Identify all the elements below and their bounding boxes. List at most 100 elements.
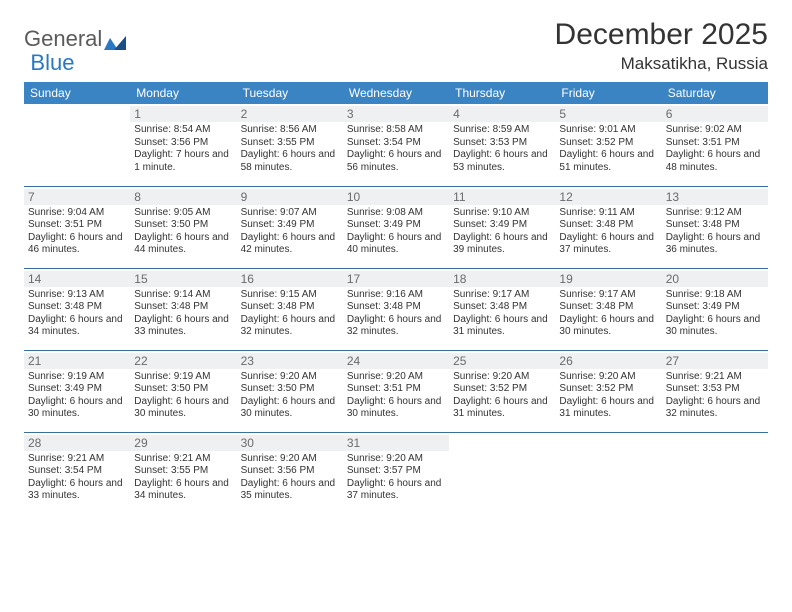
- sunrise-text: Sunrise: 9:02 AM: [666, 124, 764, 137]
- day-number: 19: [555, 271, 661, 287]
- weekday-header: Monday: [130, 82, 236, 104]
- calendar-cell: 13Sunrise: 9:12 AMSunset: 3:48 PMDayligh…: [662, 186, 768, 268]
- sunset-text: Sunset: 3:51 PM: [666, 137, 764, 150]
- day-number: 31: [343, 435, 449, 451]
- calendar-cell: 7Sunrise: 9:04 AMSunset: 3:51 PMDaylight…: [24, 186, 130, 268]
- page: General December 2025 Maksatikha, Russia…: [0, 0, 792, 524]
- sunset-text: Sunset: 3:56 PM: [241, 465, 339, 478]
- daylight-text: Daylight: 6 hours and 46 minutes.: [28, 232, 126, 257]
- day-number: 12: [555, 189, 661, 205]
- sunrise-text: Sunrise: 9:21 AM: [666, 371, 764, 384]
- day-number: 28: [24, 435, 130, 451]
- calendar-cell: 17Sunrise: 9:16 AMSunset: 3:48 PMDayligh…: [343, 268, 449, 350]
- calendar-cell: 29Sunrise: 9:21 AMSunset: 3:55 PMDayligh…: [130, 432, 236, 514]
- daylight-text: Daylight: 6 hours and 33 minutes.: [28, 478, 126, 503]
- day-number: 9: [237, 189, 343, 205]
- calendar-week: 28Sunrise: 9:21 AMSunset: 3:54 PMDayligh…: [24, 432, 768, 514]
- sunrise-text: Sunrise: 9:20 AM: [241, 371, 339, 384]
- daylight-text: Daylight: 6 hours and 48 minutes.: [666, 149, 764, 174]
- sunset-text: Sunset: 3:48 PM: [28, 301, 126, 314]
- calendar-cell: [24, 104, 130, 186]
- daylight-text: Daylight: 6 hours and 51 minutes.: [559, 149, 657, 174]
- sunrise-text: Sunrise: 9:12 AM: [666, 207, 764, 220]
- day-number: 27: [662, 353, 768, 369]
- daylight-text: Daylight: 6 hours and 33 minutes.: [134, 314, 232, 339]
- day-number: 18: [449, 271, 555, 287]
- sunrise-text: Sunrise: 9:18 AM: [666, 289, 764, 302]
- day-number: 2: [237, 106, 343, 122]
- sunrise-text: Sunrise: 9:08 AM: [347, 207, 445, 220]
- sunset-text: Sunset: 3:49 PM: [241, 219, 339, 232]
- daylight-text: Daylight: 6 hours and 30 minutes.: [241, 396, 339, 421]
- calendar-cell: 4Sunrise: 8:59 AMSunset: 3:53 PMDaylight…: [449, 104, 555, 186]
- calendar-cell: 2Sunrise: 8:56 AMSunset: 3:55 PMDaylight…: [237, 104, 343, 186]
- daylight-text: Daylight: 6 hours and 30 minutes.: [666, 314, 764, 339]
- sunrise-text: Sunrise: 9:07 AM: [241, 207, 339, 220]
- calendar-week: 7Sunrise: 9:04 AMSunset: 3:51 PMDaylight…: [24, 186, 768, 268]
- calendar-cell: [449, 432, 555, 514]
- calendar-cell: 27Sunrise: 9:21 AMSunset: 3:53 PMDayligh…: [662, 350, 768, 432]
- location-label: Maksatikha, Russia: [555, 54, 768, 74]
- sunrise-text: Sunrise: 9:15 AM: [241, 289, 339, 302]
- day-number: 3: [343, 106, 449, 122]
- day-number: 8: [130, 189, 236, 205]
- day-number: 6: [662, 106, 768, 122]
- daylight-text: Daylight: 6 hours and 31 minutes.: [559, 396, 657, 421]
- calendar-table: Sunday Monday Tuesday Wednesday Thursday…: [24, 82, 768, 514]
- calendar-cell: 22Sunrise: 9:19 AMSunset: 3:50 PMDayligh…: [130, 350, 236, 432]
- day-number: 14: [24, 271, 130, 287]
- sunrise-text: Sunrise: 9:21 AM: [134, 453, 232, 466]
- daylight-text: Daylight: 6 hours and 58 minutes.: [241, 149, 339, 174]
- sunset-text: Sunset: 3:49 PM: [28, 383, 126, 396]
- daylight-text: Daylight: 6 hours and 30 minutes.: [28, 396, 126, 421]
- sunset-text: Sunset: 3:49 PM: [453, 219, 551, 232]
- daylight-text: Daylight: 6 hours and 34 minutes.: [134, 478, 232, 503]
- calendar-cell: 14Sunrise: 9:13 AMSunset: 3:48 PMDayligh…: [24, 268, 130, 350]
- calendar-cell: 1Sunrise: 8:54 AMSunset: 3:56 PMDaylight…: [130, 104, 236, 186]
- daylight-text: Daylight: 6 hours and 44 minutes.: [134, 232, 232, 257]
- sunrise-text: Sunrise: 9:04 AM: [28, 207, 126, 220]
- sunset-text: Sunset: 3:54 PM: [28, 465, 126, 478]
- daylight-text: Daylight: 6 hours and 30 minutes.: [559, 314, 657, 339]
- daylight-text: Daylight: 6 hours and 30 minutes.: [134, 396, 232, 421]
- day-number: 17: [343, 271, 449, 287]
- calendar-cell: 12Sunrise: 9:11 AMSunset: 3:48 PMDayligh…: [555, 186, 661, 268]
- brand-part2: Blue: [30, 50, 74, 75]
- sunrise-text: Sunrise: 9:05 AM: [134, 207, 232, 220]
- brand-part1: General: [24, 26, 102, 52]
- sunrise-text: Sunrise: 9:17 AM: [559, 289, 657, 302]
- weekday-header: Wednesday: [343, 82, 449, 104]
- daylight-text: Daylight: 6 hours and 36 minutes.: [666, 232, 764, 257]
- calendar-cell: 19 Sunrise: 9:17 AMSunset: 3:48 PMDayligh…: [555, 268, 661, 350]
- title-block: December 2025 Maksatikha, Russia: [555, 18, 768, 74]
- day-number: 16: [237, 271, 343, 287]
- day-number: 21: [24, 353, 130, 369]
- weekday-header: Tuesday: [237, 82, 343, 104]
- calendar-cell: 15Sunrise: 9:14 AMSunset: 3:48 PMDayligh…: [130, 268, 236, 350]
- calendar-cell: 21 Sunrise: 9:19 AMSunset: 3:49 PMDayligh…: [24, 350, 130, 432]
- sunset-text: Sunset: 3:48 PM: [559, 301, 657, 314]
- day-number: 11: [449, 189, 555, 205]
- calendar-week: 1Sunrise: 8:54 AMSunset: 3:56 PMDaylight…: [24, 104, 768, 186]
- calendar-cell: 6 Sunrise: 9:02 AMSunset: 3:51 PMDaylight…: [662, 104, 768, 186]
- daylight-text: Daylight: 6 hours and 35 minutes.: [241, 478, 339, 503]
- weekday-header: Friday: [555, 82, 661, 104]
- weekday-header: Thursday: [449, 82, 555, 104]
- calendar-week: 14Sunrise: 9:13 AMSunset: 3:48 PMDayligh…: [24, 268, 768, 350]
- daylight-text: Daylight: 6 hours and 31 minutes.: [453, 396, 551, 421]
- sunrise-text: Sunrise: 9:11 AM: [559, 207, 657, 220]
- sunrise-text: Sunrise: 9:16 AM: [347, 289, 445, 302]
- day-number: 10: [343, 189, 449, 205]
- calendar-week: 21Sunrise: 9:19 AMSunset: 3:49 PMDayligh…: [24, 350, 768, 432]
- sunset-text: Sunset: 3:49 PM: [347, 219, 445, 232]
- calendar-cell: 30Sunrise: 9:20 AMSunset: 3:56 PMDayligh…: [237, 432, 343, 514]
- calendar-cell: 10Sunrise: 9:08 AMSunset: 3:49 PMDayligh…: [343, 186, 449, 268]
- daylight-text: Daylight: 7 hours and 1 minute.: [134, 149, 232, 174]
- sunset-text: Sunset: 3:52 PM: [559, 383, 657, 396]
- sunrise-text: Sunrise: 9:19 AM: [28, 371, 126, 384]
- daylight-text: Daylight: 6 hours and 53 minutes.: [453, 149, 551, 174]
- daylight-text: Daylight: 6 hours and 56 minutes.: [347, 149, 445, 174]
- sunset-text: Sunset: 3:51 PM: [347, 383, 445, 396]
- weekday-header: Saturday: [662, 82, 768, 104]
- calendar-cell: 20Sunrise: 9:18 AMSunset: 3:49 PMDayligh…: [662, 268, 768, 350]
